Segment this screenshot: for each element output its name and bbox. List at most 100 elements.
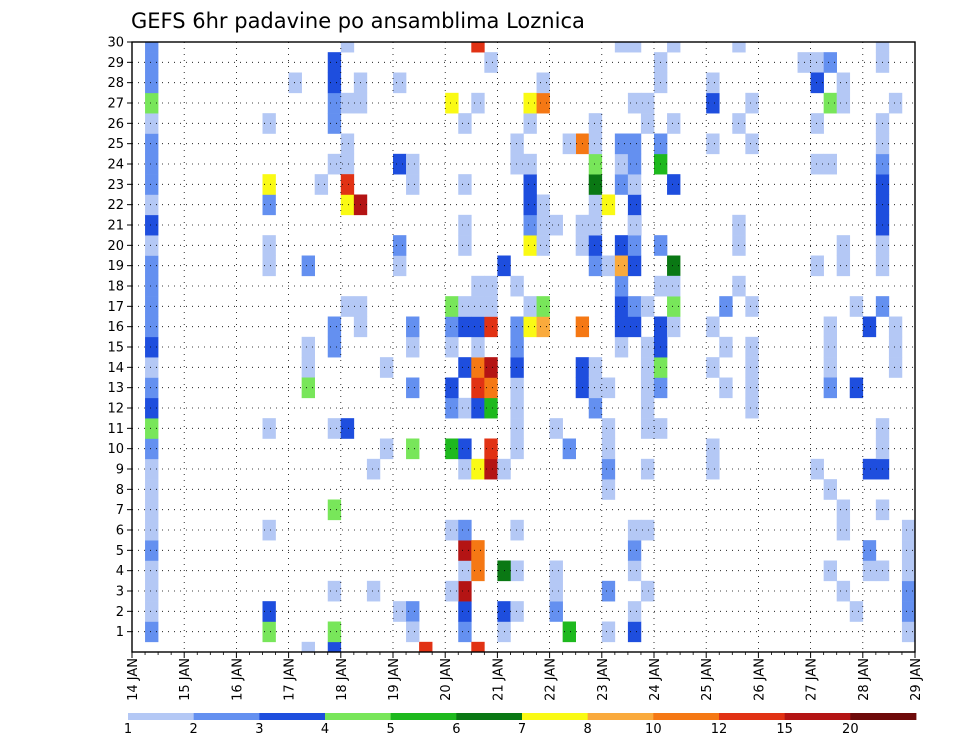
colorbar-label: 20 [842, 722, 859, 737]
heatmap-cell [719, 296, 733, 317]
heatmap-cell [523, 214, 537, 236]
heatmap-cell [588, 153, 603, 175]
heatmap-cell [458, 519, 472, 541]
heatmap-cell [458, 540, 472, 561]
x-tick-label: 26 JAN [752, 658, 767, 701]
x-tick-label: 24 JAN [648, 658, 663, 701]
heatmap-cell [484, 316, 498, 338]
heatmap-cell [849, 296, 864, 317]
heatmap-cell [823, 52, 837, 73]
heatmap-cell [458, 580, 472, 602]
heatmap-cell [393, 255, 407, 277]
heatmap-cell [406, 438, 420, 460]
heatmap-cell [262, 519, 276, 541]
heatmap-cell [145, 479, 159, 500]
heatmap-cell [523, 113, 537, 134]
heatmap-cell [640, 92, 655, 114]
y-tick-label: 14 [107, 361, 124, 376]
x-tick-label: 25 JAN [700, 658, 715, 701]
heatmap-cell [406, 316, 420, 338]
heatmap-cell [471, 377, 485, 399]
heatmap-cell [601, 377, 616, 399]
heatmap-cell [536, 296, 550, 317]
colorbar-swatch [259, 713, 326, 720]
colorbar-label: 4 [321, 722, 329, 737]
x-tick-label: 27 JAN [805, 658, 820, 701]
heatmap-cell [706, 357, 720, 378]
heatmap-cell [145, 397, 159, 419]
heatmap-cell [823, 316, 837, 338]
heatmap-cell [640, 397, 655, 419]
heatmap-cell [301, 377, 315, 399]
heatmap-cell [145, 296, 159, 317]
heatmap-cell [614, 255, 629, 277]
heatmap-cell [340, 42, 355, 53]
heatmap-cell [393, 153, 407, 175]
heatmap-cell [145, 52, 159, 73]
heatmap-cell [145, 540, 159, 561]
heatmap-cell [849, 601, 864, 622]
heatmap-cell [327, 113, 342, 134]
heatmap-cell [836, 235, 851, 256]
y-tick-label: 18 [107, 280, 124, 295]
y-tick-label: 23 [107, 178, 124, 193]
heatmap-cell [901, 519, 916, 541]
heatmap-cell [510, 153, 524, 175]
heatmap-cell [901, 621, 916, 643]
heatmap-cell [745, 357, 759, 378]
heatmap-cell [379, 438, 394, 460]
heatmap-cell [301, 357, 315, 378]
heatmap-cell [471, 540, 485, 561]
heatmap-cell [458, 214, 472, 236]
heatmap-cell [484, 275, 498, 297]
x-tick-label: 18 JAN [335, 658, 350, 701]
heatmap-cell [627, 601, 642, 622]
heatmap-cell [393, 601, 407, 622]
heatmap-cell [627, 42, 642, 53]
heatmap-cell [901, 540, 916, 561]
heatmap-cell [484, 438, 498, 460]
heatmap-cell [484, 377, 498, 399]
heatmap-cell [706, 72, 720, 94]
heatmap-cell [562, 133, 576, 155]
heatmap-cell [262, 235, 276, 256]
heatmap-cell [327, 499, 342, 521]
heatmap-cell [145, 438, 159, 460]
heatmap-cell [327, 621, 342, 643]
y-tick-label: 21 [107, 219, 124, 234]
x-tick-label: 22 JAN [544, 658, 559, 701]
heatmap-cell [471, 397, 485, 419]
colorbar-swatch [456, 713, 523, 720]
colorbar-label: 3 [255, 722, 263, 737]
heatmap-cell [471, 458, 485, 480]
heatmap-cell [262, 621, 276, 643]
y-tick-label: 29 [107, 56, 124, 71]
heatmap-cell [145, 560, 159, 582]
heatmap-cell [614, 235, 629, 256]
x-tick-label: 29 JAN [909, 658, 924, 701]
heatmap-cell [823, 357, 837, 378]
heatmap-cell [445, 316, 459, 338]
heatmap-cell [601, 194, 616, 216]
colorbar-label: 2 [190, 722, 198, 737]
heatmap-cell [745, 336, 759, 358]
heatmap-cell [601, 479, 616, 500]
heatmap-cell [262, 418, 276, 439]
heatmap-cell [145, 194, 159, 216]
heatmap-cell [640, 418, 655, 439]
heatmap-cell [836, 499, 851, 521]
heatmap-cell [340, 418, 355, 439]
heatmap-cell [145, 418, 159, 439]
heatmap-cell [145, 336, 159, 358]
heatmap-cell [667, 113, 681, 134]
heatmap-cell [458, 296, 472, 317]
colorbar-label: 7 [518, 722, 526, 737]
heatmap-cell [523, 174, 537, 195]
heatmap-cell [627, 194, 642, 216]
x-tick-label: 20 JAN [439, 658, 454, 701]
heatmap-cell [888, 316, 903, 338]
heatmap-cell [627, 174, 642, 195]
heatmap-cell [588, 255, 603, 277]
heatmap-cell [314, 174, 329, 195]
heatmap-cell [588, 194, 603, 216]
